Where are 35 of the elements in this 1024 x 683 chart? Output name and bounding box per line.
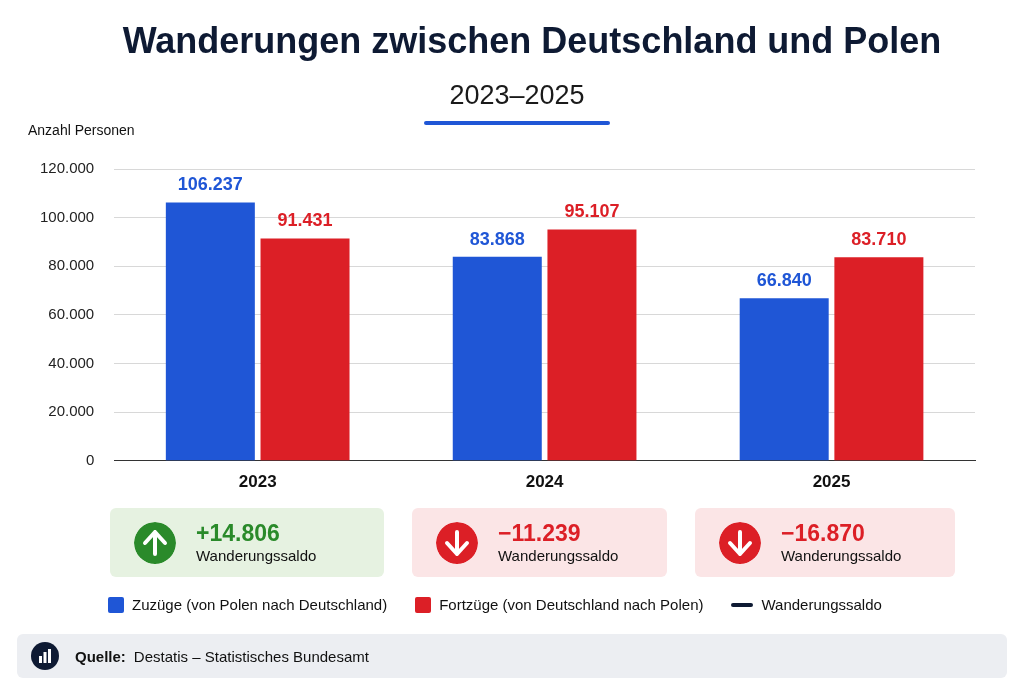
x-tick-label: 2024: [525, 472, 565, 492]
text: Wanderungssaldo: [761, 596, 882, 613]
data-label: 91.431: [277, 210, 333, 231]
y-tick-label: 40.000: [48, 353, 95, 371]
y-tick-label: 100.000: [39, 207, 95, 225]
text: Wanderungssaldo: [781, 545, 902, 566]
text: Wanderungssaldo: [498, 545, 619, 566]
text: Wanderungssaldo: [196, 545, 317, 566]
y-axis-title: Anzahl Personen: [28, 122, 135, 138]
bar: [452, 256, 542, 461]
text: −16.870: [781, 519, 866, 546]
y-tick-label: 120.000: [39, 159, 95, 177]
bar: [739, 298, 829, 461]
data-label: 66.840: [756, 270, 812, 291]
x-tick-label: 2025: [812, 472, 851, 492]
y-tick-label: 60.000: [48, 304, 95, 322]
chart-subtitle: 2023–2025: [448, 80, 586, 111]
bar: [834, 257, 924, 461]
data-label: 83.868: [469, 228, 525, 249]
data-label: 95.107: [564, 201, 620, 222]
text: −11.239: [498, 519, 582, 546]
x-tick-label: 2023: [238, 472, 277, 492]
bar: [547, 229, 637, 461]
legend-label: Zuzüge (von Polen nach Deutschland): [132, 596, 388, 613]
legend-label: Fortzüge (von Deutschland nach Polen): [439, 596, 704, 613]
y-tick-label: 20.000: [48, 402, 95, 420]
bar: [260, 238, 350, 461]
y-tick-label: 80.000: [48, 256, 95, 274]
data-label: 83.710: [851, 229, 907, 250]
source-note: Quelle: Destatis – Statistisches Bundesamt: [75, 647, 369, 665]
y-tick-label: 0: [85, 450, 95, 468]
bar: [165, 202, 255, 461]
text: +14.806: [196, 519, 281, 546]
data-label: 106.237: [177, 174, 243, 195]
chart-title: Wanderungen zwischen Deutschland und Polen: [121, 20, 943, 62]
